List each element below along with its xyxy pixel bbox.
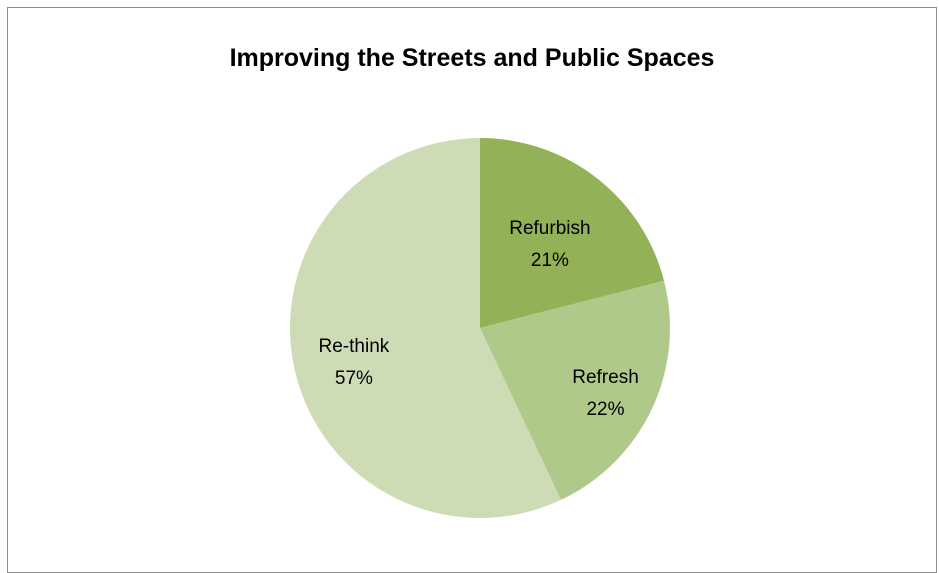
slice-category-label: Refresh [572, 367, 639, 388]
slice-value-label: 21% [531, 250, 569, 271]
pie-labels: Refurbish 21% Refresh 22% Re-think 57% [319, 218, 639, 420]
slice-value-label: 57% [335, 368, 373, 389]
pie-slice-re-think [290, 138, 561, 518]
slice-label-re-think: Re-think 57% [319, 336, 390, 389]
pie-slices [290, 138, 670, 518]
slice-value-label: 22% [586, 399, 624, 420]
slice-category-label: Re-think [319, 336, 390, 357]
pie-slice-refresh [480, 280, 670, 500]
pie-slice-refurbish [480, 138, 665, 328]
chart-title: Improving the Streets and Public Spaces [229, 44, 715, 72]
slice-label-refurbish: Refurbish 21% [509, 218, 590, 271]
slice-category-label: Refurbish [509, 218, 590, 239]
slice-label-refresh: Refresh 22% [572, 367, 639, 420]
